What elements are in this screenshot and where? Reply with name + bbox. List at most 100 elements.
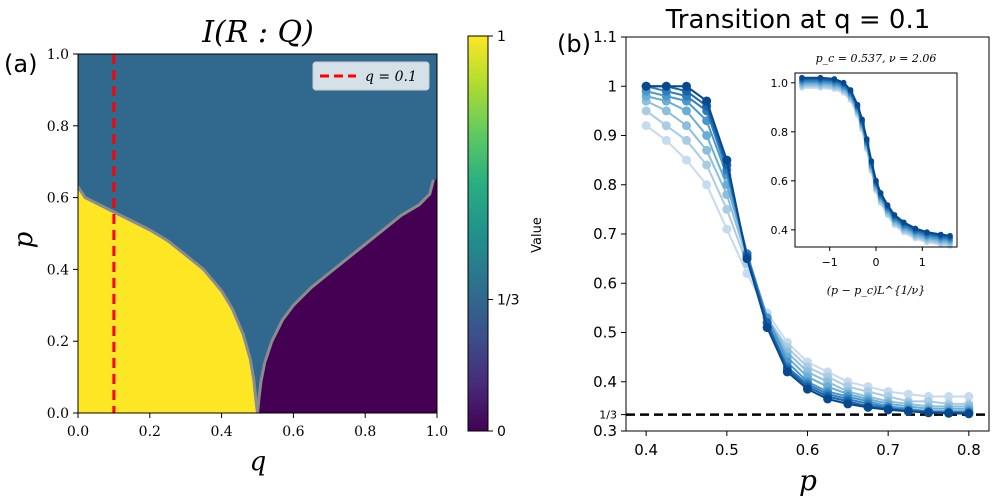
y-tick-label: 0.8 [47, 119, 69, 135]
inset-x-label: (p − p_c)L^{1/ν} [827, 284, 925, 297]
data-point [762, 323, 772, 333]
data-point [682, 121, 691, 131]
data-point [944, 408, 954, 418]
data-point [903, 389, 913, 399]
x-tick-label: 0.6 [282, 424, 304, 440]
x-tick-label: 1.0 [426, 424, 448, 440]
panel-a-legend: q = 0.1 [312, 61, 430, 91]
panel-b-series [641, 81, 974, 419]
y-tick-label: 1 [607, 77, 617, 95]
y-tick-label: 1.1 [593, 28, 617, 46]
inset-y-tick-label: 1.0 [771, 77, 789, 90]
inset-point [877, 190, 884, 196]
colorbar: 1 1/3 0 Value [467, 29, 545, 440]
x-tick-label: 0.8 [354, 424, 376, 440]
data-point [641, 121, 651, 131]
data-point [782, 367, 792, 377]
heatmap-yellow-region [78, 186, 258, 413]
x-tick-label: 0.5 [715, 441, 739, 459]
colorbar-ticks: 1 1/3 0 [488, 29, 520, 440]
series-L8 [641, 81, 974, 419]
inset-point [947, 232, 953, 239]
inset-point [924, 229, 930, 235]
y-tick-label: 0.9 [593, 127, 617, 145]
phase-boundary-right [256, 179, 435, 413]
data-point [641, 106, 651, 116]
data-point [722, 204, 732, 214]
colorbar-label: Value [530, 217, 545, 253]
x-tick-label: 0.8 [957, 441, 981, 459]
phase-boundary-left [78, 185, 259, 413]
inset-x-tick-label: 1 [919, 256, 926, 269]
panel-a-label: (a) [4, 50, 37, 78]
data-point [682, 135, 691, 145]
colorbar-gradient [467, 35, 489, 432]
y-tick-label: 1.0 [47, 47, 69, 63]
panel-a-x-label: q [250, 447, 267, 477]
data-point [702, 180, 712, 190]
inset-point [938, 231, 944, 238]
inset-point [868, 158, 875, 164]
y-tick-label: 0.5 [593, 324, 617, 342]
data-point [682, 81, 691, 91]
panel-b-x-ticks: 0.4 0.5 0.6 0.7 0.8 [634, 431, 981, 459]
panel-b-title: Transition at q = 0.1 [665, 5, 931, 35]
inset-point [884, 202, 891, 208]
data-point [883, 405, 893, 415]
colorbar-tick-label: 0 [497, 424, 506, 440]
data-point [661, 135, 671, 145]
data-point [702, 145, 712, 155]
heatmap-area [78, 54, 437, 413]
inset-collapse-series [799, 74, 953, 249]
inset-y-tick-label: 0.6 [771, 175, 789, 188]
data-point [641, 81, 651, 91]
panel-b-x-label: p [799, 464, 817, 497]
y-tick-label: 0.7 [593, 225, 617, 243]
data-point [682, 155, 691, 165]
legend-label: q = 0.1 [365, 69, 417, 85]
y-tick-label: 0.6 [593, 274, 617, 292]
inset-point [912, 225, 919, 232]
series-L1 [641, 121, 974, 402]
y-tick-label: 0.6 [47, 191, 69, 207]
x-tick-label: 0.4 [210, 424, 232, 440]
one-third-tick-label: 1/3 [599, 409, 617, 422]
inset-point [859, 116, 865, 123]
data-point [702, 96, 712, 106]
inset-x-tick-label: 0 [873, 256, 880, 269]
data-point [924, 408, 933, 418]
inset-x-ticks: −1 0 1 [822, 247, 926, 269]
colorbar-tick-label: 1 [497, 29, 506, 45]
x-tick-label: 0.7 [876, 441, 900, 459]
data-point [661, 106, 671, 116]
panel-a-y-ticks: 0.0 0.2 0.4 0.6 0.8 1.0 [47, 47, 78, 422]
data-point [964, 392, 974, 402]
inset-point [900, 219, 907, 226]
data-point [803, 384, 812, 394]
data-point [944, 392, 954, 402]
inset-point [873, 177, 879, 184]
data-point [964, 409, 974, 419]
data-point [863, 402, 873, 412]
panel-b-label: (b) [557, 30, 591, 58]
y-tick-label: 0.0 [47, 406, 69, 422]
inset-y-tick-label: 0.8 [771, 126, 789, 139]
x-tick-label: 0.4 [634, 441, 658, 459]
y-tick-label: 0.4 [47, 262, 69, 278]
heatmap-purple-region [257, 179, 437, 413]
x-tick-label: 0.6 [796, 441, 820, 459]
inset-series-L8 [799, 74, 953, 239]
y-tick-label: 0.8 [593, 176, 617, 194]
inset-y-ticks: 0.4 0.6 0.8 1.0 [771, 77, 795, 237]
inset-title: p_c = 0.537, ν = 2.06 [816, 52, 937, 65]
inset-background [765, 68, 955, 248]
inset-point [831, 76, 838, 82]
inset-point [854, 101, 861, 108]
data-point [722, 224, 732, 234]
data-point [702, 131, 712, 140]
y-tick-label: 0.3 [593, 422, 617, 440]
data-point [702, 160, 712, 170]
panel-a-title: I(R : Q) [201, 15, 314, 50]
x-tick-label: 0.0 [67, 424, 89, 440]
